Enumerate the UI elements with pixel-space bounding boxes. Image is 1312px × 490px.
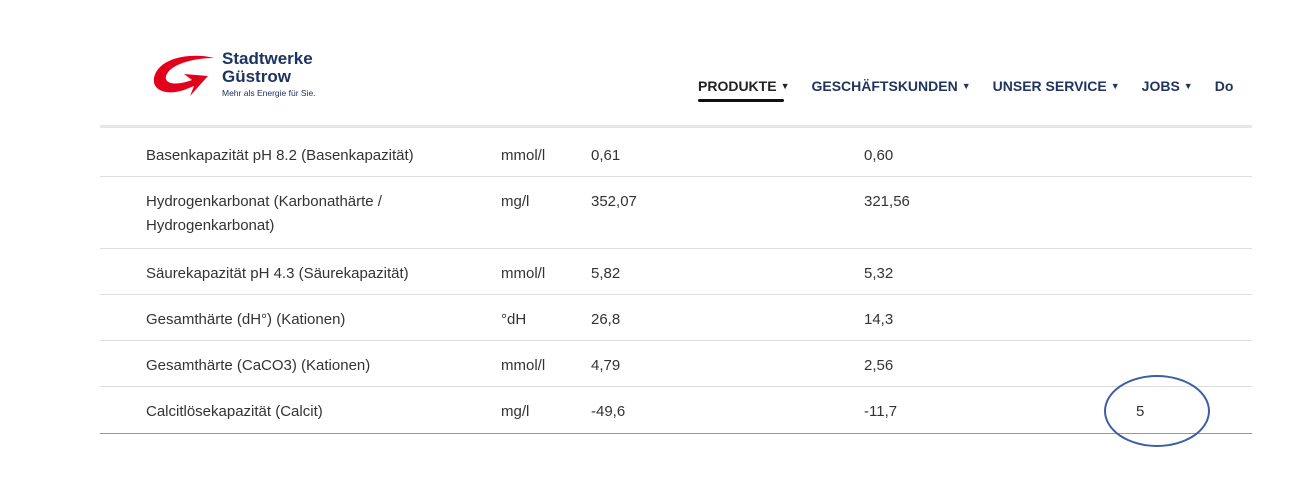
logo-swoosh-icon: [153, 55, 214, 96]
site-header: Stadtwerke Güstrow Mehr als Energie für S…: [100, 40, 1252, 128]
caret-down-icon: ▼: [1110, 81, 1120, 91]
parameter-cell: Säurekapazität pH 4.3 (Säurekapazität): [146, 265, 409, 282]
nav-geschaeftskunden[interactable]: GESCHÄFTSKUNDEN ▼: [811, 78, 971, 94]
unit-cell: mg/l: [501, 403, 530, 420]
caret-down-icon: ▼: [961, 81, 971, 91]
value2-cell: 14,3: [864, 311, 894, 328]
parameter-cell: Hydrogenkarbonat (Karbonathärte / Hydrog…: [146, 193, 382, 234]
parameter-cell: Gesamthärte (CaCO3) (Kationen): [146, 357, 371, 374]
parameter-cell: Calcitlösekapazität (Calcit): [146, 403, 323, 420]
table-row: Gesamthärte (CaCO3) (Kationen) mmol/l 4,79…: [100, 341, 1252, 387]
unit-cell: °dH: [501, 311, 527, 328]
value1-cell: 4,79: [591, 357, 621, 374]
value2-cell: 2,56: [864, 357, 894, 374]
value2-cell: 5,32: [864, 265, 894, 282]
caret-down-icon: ▼: [780, 81, 790, 91]
logo[interactable]: Stadtwerke Güstrow Mehr als Energie für S…: [150, 46, 350, 106]
nav-unser-service[interactable]: UNSER SERVICE ▼: [992, 78, 1120, 94]
nav-jobs[interactable]: JOBS ▼: [1141, 78, 1193, 94]
value2-cell: -11,7: [864, 403, 898, 420]
brand-name: Stadtwerke Güstrow: [222, 49, 313, 86]
value1-cell: 352,07: [591, 193, 637, 210]
nav-truncated[interactable]: Do: [1214, 78, 1234, 94]
nav-produkte[interactable]: PRODUKTE ▼: [698, 78, 790, 102]
value1-cell: 0,61: [591, 147, 621, 164]
caret-down-icon: ▼: [1183, 81, 1193, 91]
unit-cell: mmol/l: [501, 147, 546, 164]
table-row: Hydrogenkarbonat (Karbonathärte / Hydrog…: [100, 177, 1252, 249]
parameter-cell: Gesamthärte (dH°) (Kationen): [146, 311, 346, 328]
value1-cell: 5,82: [591, 265, 621, 282]
value1-cell: 26,8: [591, 311, 621, 328]
brand-tagline: Mehr als Energie für Sie.: [222, 88, 316, 98]
main-nav: PRODUKTE ▼ GESCHÄFTSKUNDEN ▼ UNSER SERVICE…: [698, 78, 1234, 102]
table-row: Gesamthärte (dH°) (Kationen) °dH 26,8 14,3: [100, 295, 1252, 341]
table-row: Calcitlösekapazität (Calcit) mg/l -49,6 -11…: [100, 387, 1252, 433]
unit-cell: mg/l: [501, 193, 530, 210]
table-row: Basenkapazität pH 8.2 (Basenkapazität) mm…: [100, 131, 1252, 177]
value1-cell: -49,6: [591, 403, 626, 420]
table-row: Säurekapazität pH 4.3 (Säurekapazität) mm…: [100, 249, 1252, 295]
value2-cell: 0,60: [864, 147, 894, 164]
water-analysis-table: Basenkapazität pH 8.2 (Basenkapazität) mm…: [100, 131, 1252, 434]
annotation-circle: [1104, 375, 1210, 447]
unit-cell: mmol/l: [501, 265, 546, 282]
parameter-cell: Basenkapazität pH 8.2 (Basenkapazität): [146, 147, 414, 164]
unit-cell: mmol/l: [501, 357, 546, 374]
value2-cell: 321,56: [864, 193, 910, 210]
